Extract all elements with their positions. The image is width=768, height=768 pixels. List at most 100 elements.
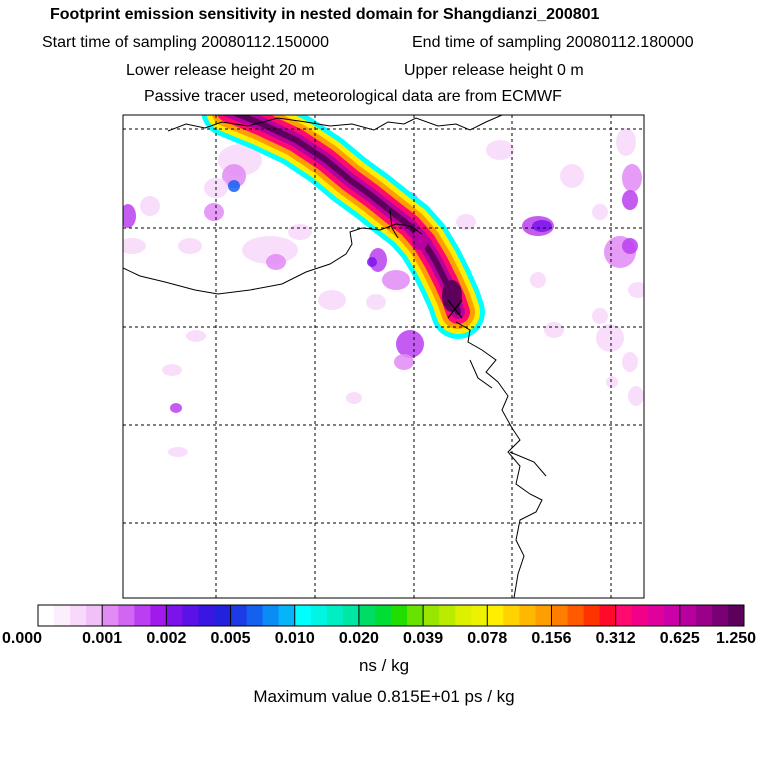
- colorbar-swatch: [358, 605, 376, 626]
- colorbar-swatch: [118, 605, 135, 626]
- colorbar-swatch: [326, 605, 344, 626]
- sensitivity-blob: [382, 270, 410, 290]
- colorbar-swatch: [471, 605, 488, 626]
- colorbar-swatch: [262, 605, 280, 626]
- colorbar-swatch: [86, 605, 103, 626]
- colorbar-swatch: [278, 605, 296, 626]
- colorbar-swatch: [374, 605, 392, 626]
- colorbar-swatch: [599, 605, 617, 626]
- colorbar-tick-label: 0.156: [531, 630, 572, 647]
- colorbar-swatch: [134, 605, 151, 626]
- colorbar-swatch: [150, 605, 167, 626]
- colorbar-swatch: [695, 605, 713, 626]
- emission-plume: [201, 115, 485, 339]
- sensitivity-blob: [123, 238, 146, 254]
- sensitivity-blob: [242, 236, 298, 264]
- sensitivity-blob: [288, 224, 312, 240]
- colorbar-swatch: [246, 605, 264, 626]
- map-title: Footprint emission sensitivity in nested…: [50, 6, 600, 23]
- sensitivity-blob: [318, 290, 346, 310]
- sensitivity-blob: [560, 164, 584, 188]
- sensitivity-blob: [186, 330, 206, 342]
- sensitivity-blob: [366, 294, 386, 310]
- colorbar-tick-label: 0.020: [338, 630, 379, 647]
- colorbar-frame: [37, 604, 745, 627]
- colorbar-swatch: [166, 605, 183, 626]
- colorbar-swatch: [567, 605, 585, 626]
- colorbar-swatch: [214, 605, 232, 626]
- plume-peak: [412, 230, 428, 250]
- plume-band: [232, 115, 461, 315]
- colorbar-swatch: [647, 605, 665, 626]
- end-time-label: End time of sampling 20080112.180000: [412, 34, 694, 51]
- sensitivity-blob: [622, 164, 642, 192]
- colorbar-tick-label: 0.010: [274, 630, 315, 647]
- lower-release-label: Lower release height 20 m: [126, 62, 315, 79]
- sensitivity-blob: [140, 196, 160, 216]
- plume-peak: [442, 280, 462, 312]
- coastline: [123, 115, 547, 598]
- colorbar-tick-label: 0.002: [146, 630, 187, 647]
- colorbar-swatch: [294, 605, 312, 626]
- colorbar: [37, 604, 745, 627]
- colorbar-swatch: [615, 605, 633, 626]
- sensitivity-blob: [162, 364, 182, 376]
- colorbar-tick-label: 0.005: [210, 630, 251, 647]
- sensitivity-blob: [622, 190, 638, 210]
- sensitivity-blob: [532, 220, 552, 232]
- start-time-label: Start time of sampling 20080112.150000: [42, 34, 330, 51]
- colorbar-swatch: [70, 605, 87, 626]
- sensitivity-blob: [170, 403, 182, 413]
- colorbar-swatch: [38, 605, 55, 626]
- colorbar-swatch: [230, 605, 248, 626]
- sensitivity-blob: [530, 272, 546, 288]
- map-frame: [122, 114, 645, 599]
- sensitivity-blob: [204, 203, 224, 221]
- colorbar-swatch: [198, 605, 215, 626]
- map-content: [123, 115, 644, 598]
- colorbar-swatch: [423, 605, 440, 626]
- colorbar-swatch: [487, 605, 504, 626]
- sensitivity-blob: [628, 282, 644, 298]
- upper-release-label: Upper release height 0 m: [404, 62, 584, 79]
- colorbar-swatch: [310, 605, 328, 626]
- colorbar-swatch: [727, 605, 745, 626]
- colorbar-swatch: [182, 605, 199, 626]
- sensitivity-blob: [394, 354, 414, 370]
- colorbar-swatch: [663, 605, 681, 626]
- colorbar-swatch: [583, 605, 601, 626]
- sensitivity-blob: [616, 128, 636, 156]
- sensitivity-blob: [628, 386, 644, 406]
- colorbar-tick-label: 0.078: [467, 630, 508, 647]
- sensitivity-blob: [544, 322, 564, 338]
- colorbar-tick-label: 0.039: [403, 630, 444, 647]
- colorbar-swatch: [679, 605, 697, 626]
- sensitivity-blob: [622, 238, 638, 254]
- colorbar-swatch: [407, 605, 424, 626]
- colorbar-tick-label: 0.312: [595, 630, 636, 647]
- colorbar-tick-label: 1.250: [715, 630, 757, 647]
- colorbar-swatch: [503, 605, 520, 626]
- sensitivity-blob: [346, 392, 362, 404]
- colorbar-swatch: [519, 605, 536, 626]
- colorbar-tick-label: 0.625: [659, 630, 700, 647]
- colorbar-tick-label: 0.000: [1, 630, 43, 647]
- sensitivity-blob: [456, 214, 476, 230]
- colorbar-swatch: [535, 605, 552, 626]
- sensitivity-blob: [222, 164, 246, 188]
- colorbar-swatch: [342, 605, 360, 626]
- sensitivity-blob: [606, 376, 618, 388]
- sensitivity-blob: [178, 238, 202, 254]
- sensitivity-blob: [123, 204, 136, 228]
- sensitivity-blob: [592, 308, 608, 324]
- colorbar-swatch: [391, 605, 408, 626]
- colorbar-swatch: [455, 605, 472, 626]
- colorbar-swatch: [631, 605, 649, 626]
- colorbar-swatch: [54, 605, 71, 626]
- maximum-value-label: Maximum value 0.815E+01 ps / kg: [253, 687, 515, 706]
- sensitivity-blob: [228, 180, 240, 192]
- sensitivity-blob: [396, 330, 424, 358]
- release-site-marker: [447, 299, 463, 319]
- sensitivity-blob: [592, 204, 608, 220]
